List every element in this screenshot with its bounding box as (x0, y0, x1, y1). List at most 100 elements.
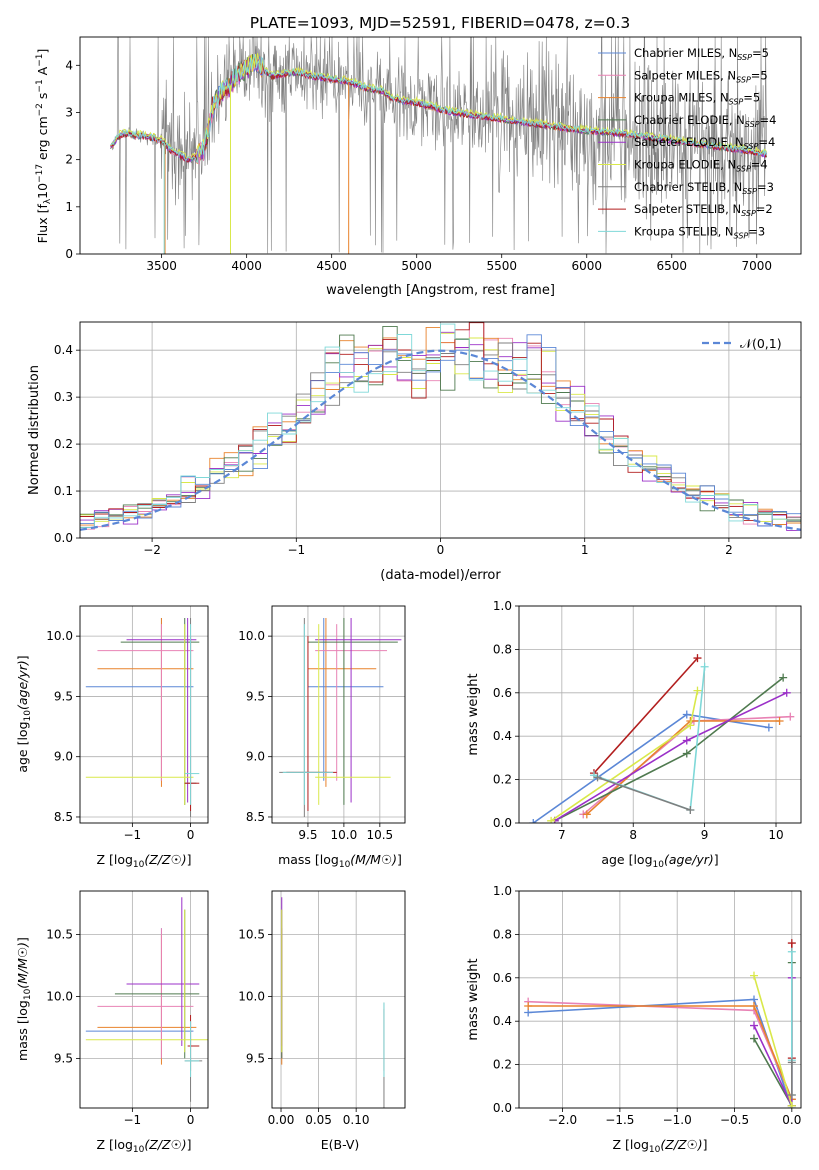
panel-spectrum: 3500 4000 4500 5000 5500 6000 6500 7000 0 1 2 3 4 Cha… (35, 36, 802, 298)
x-axis-label: wavelength [Angstrom, rest frame] (326, 283, 555, 298)
x-tick-label: −1 (124, 1113, 142, 1127)
weight-marker-yellow (787, 1101, 796, 1108)
y-tick-label: 3 (65, 105, 73, 119)
y-tick-label: 8.5 (54, 810, 73, 824)
weight-marker-gray (593, 773, 602, 782)
legend-entry: Salpeter ELODIE, NSSP=4 (634, 135, 775, 151)
x-tick-label: −1 (124, 828, 142, 842)
weight-marker-gray (787, 1058, 796, 1067)
y-tick-label: 1 (65, 200, 73, 214)
y-tick-label: 0.3 (54, 390, 73, 404)
plot-area-mass_vs_ebv (281, 897, 385, 1108)
weight-marker-gray (787, 1090, 796, 1099)
y-axis-label: Normed distribution (27, 365, 42, 495)
legend-entry: Kroupa ELODIE, NSSP=4 (634, 158, 768, 174)
y-tick-label: 0 (65, 247, 73, 261)
x-tick-label: 2 (725, 543, 733, 557)
weight-marker-yellow (547, 816, 556, 823)
y-tick-label: 0.4 (54, 343, 73, 357)
weight-line-orange (528, 1005, 793, 1100)
axes-frame (79, 321, 802, 539)
y-tick-label: 9.5 (246, 1051, 265, 1065)
panel-age_vs_Z: −1 0 8.5 9.0 9.5 10.0 Z [log10(Z/Z☉)] age [log1… (15, 605, 209, 870)
weight-marker-cyan (787, 947, 796, 956)
x-tick-label: 6500 (656, 259, 687, 273)
x-tick-label: −0.5 (720, 1113, 749, 1127)
weight-marker-cyan (700, 662, 709, 671)
weight-marker-yellow (686, 721, 695, 730)
y-tick-label: 0.8 (493, 927, 512, 941)
x-tick-label: −2 (143, 543, 161, 557)
plot-area-age_vs_mass (279, 618, 402, 817)
weight-marker-yellow (693, 686, 702, 695)
x-axis-label: Z [log10(Z/Z☉)] (96, 1137, 191, 1155)
x-tick-label: 5500 (486, 259, 517, 273)
plot-area-residuals (80, 322, 801, 531)
x-tick-label: 9 (701, 828, 709, 842)
x-tick-label: 10 (768, 828, 783, 842)
plot-area-weight_vs_age (529, 654, 795, 823)
y-axis-label: mass [log10(M/M☉)] (15, 937, 33, 1061)
panel-mass_vs_Z: −1 0 9.5 10.0 10.5 Z [log10(Z/Z☉)] mass [log10… (15, 890, 209, 1155)
y-tick-label: 9.0 (54, 750, 73, 764)
x-tick-label: 0 (437, 543, 445, 557)
weight-line-yellow (550, 690, 699, 822)
weight-marker-dkgreen (750, 1034, 758, 1043)
x-axis-label: Z [log10(Z/Z☉)] (96, 852, 191, 870)
weight-marker-purple (782, 688, 791, 697)
weight-marker-dkgreen (779, 673, 788, 682)
x-tick-label: 7 (558, 828, 566, 842)
weight-marker-yellow (750, 971, 758, 980)
y-tick-label: 9.0 (246, 750, 265, 764)
axes-frame (271, 605, 406, 824)
axes-frame (271, 890, 406, 1109)
y-tick-label: 0.4 (493, 1014, 512, 1028)
weight-marker-gray (686, 805, 695, 814)
y-tick-label: 1.0 (493, 884, 512, 898)
x-tick-label: 0 (187, 828, 195, 842)
weight-marker-red (787, 939, 796, 948)
weight-marker-orange (750, 1002, 758, 1011)
x-tick-label: 9.5 (298, 828, 317, 842)
weight-line-pink (528, 1000, 793, 1100)
weight-line-blue (528, 998, 793, 1108)
y-tick-label: 0.2 (493, 773, 512, 787)
x-tick-label: 6000 (571, 259, 602, 273)
plot-area-mass_vs_Z (85, 897, 208, 1102)
plot-area-age_vs_Z (85, 618, 200, 817)
weight-marker-red (693, 654, 702, 663)
weight-marker-orange (524, 1002, 533, 1011)
plot-area-spectrum (110, 37, 768, 254)
legend-entry: Kroupa MILES, NSSP=5 (634, 91, 760, 107)
y-tick-label: 9.5 (246, 689, 265, 703)
y-tick-label: 4 (65, 58, 73, 72)
x-tick-label: 0.0 (782, 1113, 801, 1127)
x-tick-label: 1 (581, 543, 589, 557)
gaussian-curve (80, 349, 801, 531)
weight-line-yellow (753, 975, 793, 1107)
x-tick-label: −2.0 (548, 1113, 577, 1127)
x-tick-label: −1.5 (605, 1113, 634, 1127)
axes-frame (518, 605, 802, 824)
weight-line-blue (532, 713, 770, 823)
panel-weight_vs_age: 7 8 9 10 0.0 0.2 0.4 0.6 0.8 1.0 mass weight age [l… (466, 599, 802, 870)
x-axis-label: mass [log10(M/M☉)] (278, 852, 402, 870)
x-axis-label: age [log10(age/yr)] (601, 852, 718, 870)
x-tick-label: 0 (187, 1113, 195, 1127)
weight-line-cyan (593, 666, 706, 812)
axes-frame (518, 890, 802, 1109)
x-tick-label: 3500 (146, 259, 177, 273)
y-tick-label: 0.0 (493, 816, 512, 830)
y-axis-label: mass weight (466, 673, 481, 755)
legend-entry: Chabrier STELIB, NSSP=3 (634, 180, 774, 196)
weight-marker-blue (529, 819, 538, 823)
x-tick-label: 0.00 (268, 1113, 295, 1127)
x-tick-label: 10.0 (331, 828, 358, 842)
panel-weight_vs_Z: −2.0 −1.5 −1.0 −0.5 0.0 0.0 0.2 0.4 0.6 0.8 1.0 mas… (466, 884, 802, 1155)
legend-entry: Salpeter MILES, NSSP=5 (634, 68, 768, 84)
y-tick-label: 10.5 (46, 927, 73, 941)
x-tick-label: 0.10 (343, 1113, 370, 1127)
y-tick-label: 0.1 (54, 484, 73, 498)
x-tick-label: 4500 (316, 259, 347, 273)
y-tick-label: 10.0 (238, 989, 265, 1003)
